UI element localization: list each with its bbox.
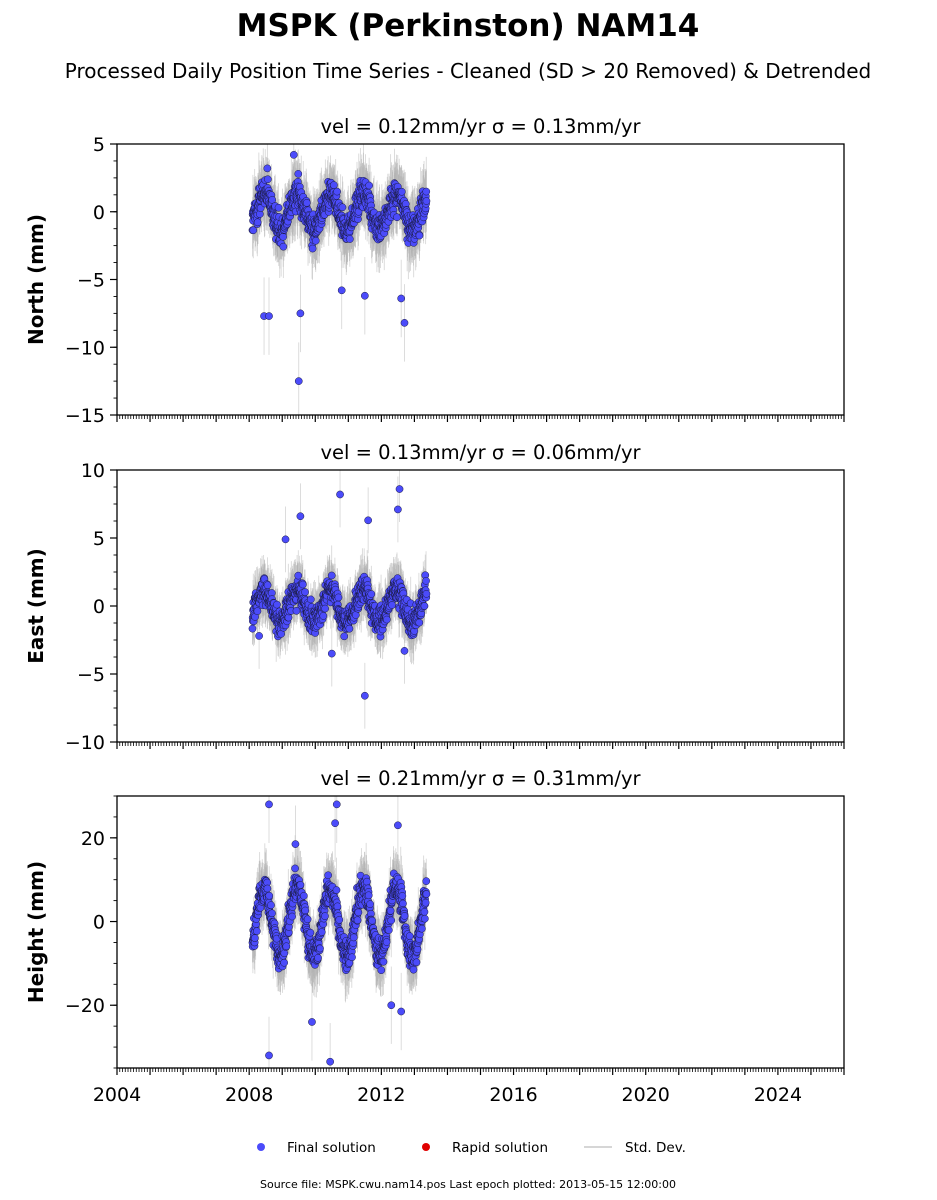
data-point <box>255 632 263 640</box>
data-point <box>395 485 404 493</box>
data-point <box>321 604 329 613</box>
data-point <box>345 624 354 633</box>
panel-2: 10 5 0 −5 −10 vel = 0.13mm/yr σ = 0.06mm/yr Ea… <box>24 441 845 754</box>
chart-title: MSPK (Perkinston) NAM14 <box>237 8 700 44</box>
data-point <box>360 691 369 700</box>
data-point <box>279 232 287 241</box>
data-point <box>296 512 305 521</box>
data-point <box>400 319 409 327</box>
data-point <box>400 647 409 655</box>
data-point <box>422 187 431 196</box>
data-point <box>415 231 424 240</box>
data-point <box>333 187 341 196</box>
panel-title: vel = 0.13mm/yr σ = 0.06mm/yr <box>320 441 641 464</box>
data-point <box>263 175 272 184</box>
chart-subtitle: Processed Daily Position Time Series - C… <box>65 59 871 83</box>
data-point <box>367 590 376 598</box>
data-point <box>422 589 431 598</box>
data-point <box>253 218 262 227</box>
data-point <box>263 164 272 173</box>
data-point <box>273 600 281 609</box>
data-point <box>296 309 305 318</box>
data-point <box>253 607 262 616</box>
data-point <box>422 576 430 585</box>
y-tick-label: 5 <box>93 134 105 156</box>
data-point <box>334 593 343 602</box>
data-point <box>268 196 277 204</box>
data-point <box>294 377 303 385</box>
data-point <box>327 571 336 580</box>
data-point <box>364 516 372 525</box>
data-point <box>397 187 406 196</box>
data-point <box>306 595 315 604</box>
y-tick-label: 0 <box>93 202 105 224</box>
data-point <box>279 242 288 251</box>
panel-title: vel = 0.12mm/yr σ = 0.13mm/yr <box>320 115 641 138</box>
data-point <box>281 535 290 544</box>
axes-frame <box>116 143 845 416</box>
data-point <box>308 244 317 253</box>
data-point <box>338 203 347 212</box>
data-point <box>294 571 303 580</box>
data-point <box>340 632 349 641</box>
y-tick-label: −5 <box>77 270 105 292</box>
data-point <box>265 312 273 320</box>
data-point <box>345 235 354 243</box>
data-point <box>294 170 303 178</box>
data-point <box>388 601 396 609</box>
y-axis-label: East (mm) <box>24 548 48 664</box>
data-point <box>274 203 283 212</box>
data-point <box>248 624 257 633</box>
final-solution-points <box>248 150 431 385</box>
y-tick-label: −15 <box>65 405 105 427</box>
data-point <box>301 588 309 596</box>
data-point <box>422 197 431 205</box>
y-tick-label: 10 <box>81 460 105 482</box>
axes-frame <box>116 469 845 743</box>
y-axis-label: North (mm) <box>24 214 48 345</box>
y-tick-label: −5 <box>77 664 105 686</box>
data-point <box>394 505 402 514</box>
data-point <box>365 181 373 190</box>
data-point <box>336 490 344 499</box>
data-point <box>263 581 272 590</box>
data-point <box>360 291 369 300</box>
y-tick-label: −10 <box>65 732 105 754</box>
data-point <box>415 618 424 627</box>
panels: 5 0 −5 −10 −15 vel = 0.12mm/yr σ = 0.13mm/yr N… <box>24 115 845 1106</box>
y-tick-label: 5 <box>93 528 105 550</box>
data-point <box>327 649 336 658</box>
panel-1: 5 0 −5 −10 −15 vel = 0.12mm/yr σ = 0.13mm/yr N… <box>24 115 845 427</box>
data-point <box>319 612 328 620</box>
y-tick-label: −10 <box>65 337 105 359</box>
final-solution-points <box>248 485 431 700</box>
data-point <box>382 615 391 624</box>
data-point <box>330 181 338 189</box>
data-point <box>302 199 311 207</box>
data-point <box>289 150 298 159</box>
data-point <box>311 236 320 245</box>
data-point <box>249 226 258 235</box>
y-tick-label: 0 <box>93 596 105 618</box>
data-point <box>298 580 307 589</box>
data-point <box>337 286 346 295</box>
data-point <box>420 602 429 610</box>
stddev-bars <box>252 144 427 415</box>
data-point <box>397 294 406 303</box>
